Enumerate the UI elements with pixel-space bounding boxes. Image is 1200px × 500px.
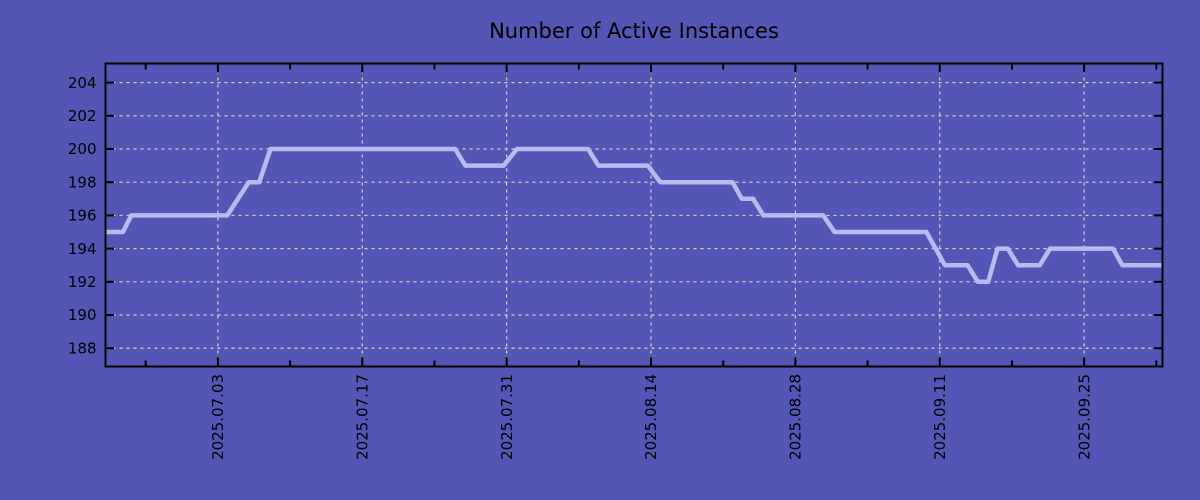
x-tick-label: 2025.07.03 [209, 374, 227, 460]
y-tick-label: 204 [68, 74, 97, 92]
x-tick-label: 2025.08.28 [787, 374, 805, 460]
plot-border [104, 62, 1164, 368]
data-series [105, 146, 1163, 285]
x-tick-label: 2025.08.14 [642, 374, 660, 460]
gridlines [105, 63, 1163, 367]
y-tick-label: 192 [68, 273, 97, 291]
y-tick-label: 202 [68, 107, 97, 125]
y-tick-label: 190 [68, 306, 97, 324]
axis-ticks [106, 64, 1162, 366]
y-tick-label: 200 [68, 140, 97, 158]
series-line [105, 146, 1163, 285]
x-tick-label: 2025.07.31 [498, 374, 516, 460]
x-tick-label: 2025.09.25 [1075, 374, 1093, 460]
x-tick-label: 2025.07.17 [353, 374, 371, 460]
axis-labels: 188 190 192 194 196 198 200 202 204 2025.07.03 202… [68, 74, 1093, 460]
y-tick-label: 196 [68, 207, 97, 225]
y-tick-label: 198 [68, 173, 97, 191]
y-tick-label: 194 [68, 240, 97, 258]
chart-title: Number of Active Instances [489, 19, 779, 43]
y-tick-label: 188 [68, 339, 97, 357]
x-tick-label: 2025.09.11 [931, 374, 949, 460]
